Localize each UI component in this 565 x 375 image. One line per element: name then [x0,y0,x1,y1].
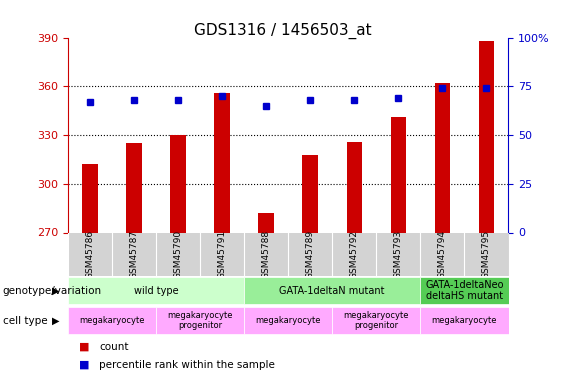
Bar [126,143,142,232]
Bar [434,83,450,232]
FancyBboxPatch shape [244,307,332,334]
FancyBboxPatch shape [244,277,420,304]
Bar [170,135,186,232]
Text: GSM45793: GSM45793 [394,230,403,279]
Text: megakaryocyte: megakaryocyte [255,316,321,325]
FancyBboxPatch shape [156,307,244,334]
FancyBboxPatch shape [68,277,244,304]
Text: count: count [99,342,128,352]
Text: GSM45789: GSM45789 [306,230,315,279]
Text: ▶: ▶ [52,286,59,296]
Text: GDS1316 / 1456503_at: GDS1316 / 1456503_at [194,22,371,39]
Bar [258,213,274,232]
Text: GSM45795: GSM45795 [482,230,491,279]
FancyBboxPatch shape [420,307,508,334]
FancyBboxPatch shape [420,277,508,304]
Text: cell type: cell type [3,316,47,326]
Text: GSM45792: GSM45792 [350,230,359,279]
Text: ■: ■ [79,342,90,352]
Text: GSM45791: GSM45791 [218,230,227,279]
Bar [346,141,362,232]
Text: GSM45786: GSM45786 [85,230,94,279]
FancyBboxPatch shape [332,307,420,334]
Bar [82,164,98,232]
Text: ▶: ▶ [52,316,59,326]
Bar [214,93,230,232]
Bar [302,154,318,232]
Text: genotype/variation: genotype/variation [3,286,102,296]
Text: GSM45794: GSM45794 [438,230,447,279]
Text: GATA-1deltaN mutant: GATA-1deltaN mutant [280,286,385,296]
Bar [390,117,406,232]
Text: GATA-1deltaNeo
deltaHS mutant: GATA-1deltaNeo deltaHS mutant [425,280,503,302]
FancyBboxPatch shape [68,307,156,334]
Text: GSM45790: GSM45790 [173,230,182,279]
Text: ■: ■ [79,360,90,369]
Text: megakaryocyte
progenitor: megakaryocyte progenitor [167,311,233,330]
Text: megakaryocyte
progenitor: megakaryocyte progenitor [344,311,409,330]
Text: megakaryocyte: megakaryocyte [432,316,497,325]
Text: GSM45787: GSM45787 [129,230,138,279]
Text: wild type: wild type [134,286,178,296]
Text: megakaryocyte: megakaryocyte [79,316,145,325]
Text: percentile rank within the sample: percentile rank within the sample [99,360,275,369]
Text: GSM45788: GSM45788 [262,230,271,279]
Bar [479,41,494,232]
